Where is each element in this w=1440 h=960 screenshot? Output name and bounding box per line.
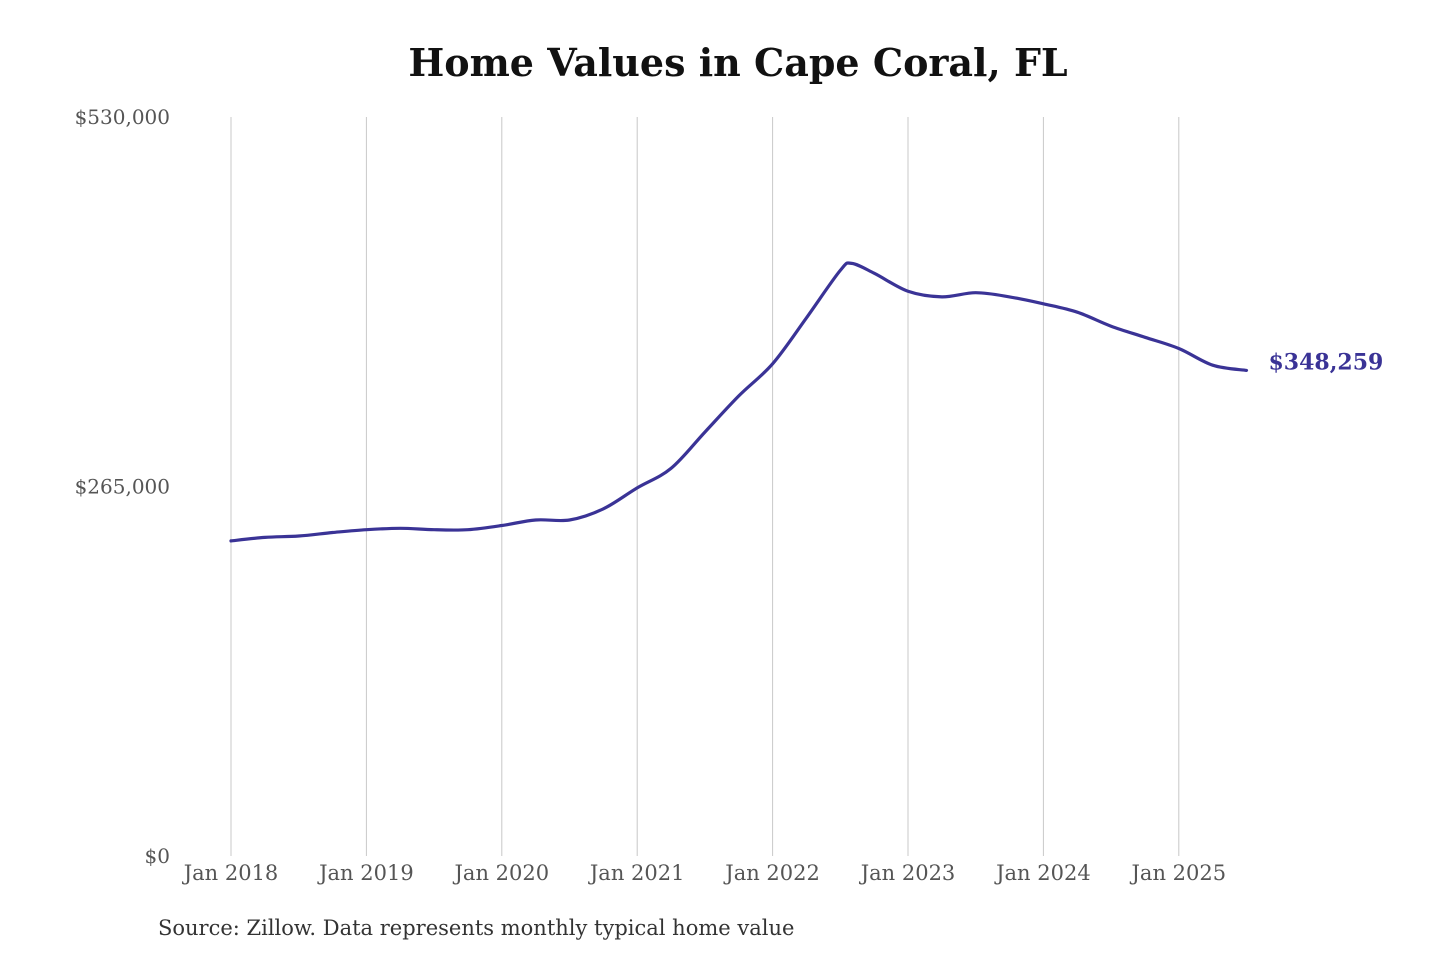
y-tick-label: $0	[145, 844, 170, 868]
x-axis-ticks: Jan 2018 Jan 2019 Jan 2020 Jan 2021 Jan 2022…	[182, 861, 1226, 885]
y-tick-label: $265,000	[75, 475, 170, 499]
x-tick-label: Jan 2022	[723, 861, 820, 885]
series-layer	[229, 261, 1249, 543]
x-tick-label: Jan 2023	[859, 861, 956, 885]
x-tick-label: Jan 2019	[317, 861, 414, 885]
grid-lines	[230, 117, 1180, 856]
source-note: Source: Zillow. Data represents monthly …	[158, 916, 795, 940]
chart-title: Home Values in Cape Coral, FL	[408, 40, 1068, 85]
x-tick-label: Jan 2024	[994, 861, 1091, 885]
x-tick-label: Jan 2018	[182, 861, 279, 885]
end-value-label: $348,259	[1269, 349, 1384, 375]
y-tick-label: $530,000	[75, 105, 170, 129]
x-tick-label: Jan 2020	[453, 861, 550, 885]
x-tick-label: Jan 2025	[1130, 861, 1227, 885]
series-line	[229, 261, 1249, 543]
x-tick-label: Jan 2021	[588, 861, 685, 885]
y-axis-ticks: $0 $265,000 $530,000	[75, 105, 170, 868]
data-labels: $348,259	[1269, 349, 1384, 375]
